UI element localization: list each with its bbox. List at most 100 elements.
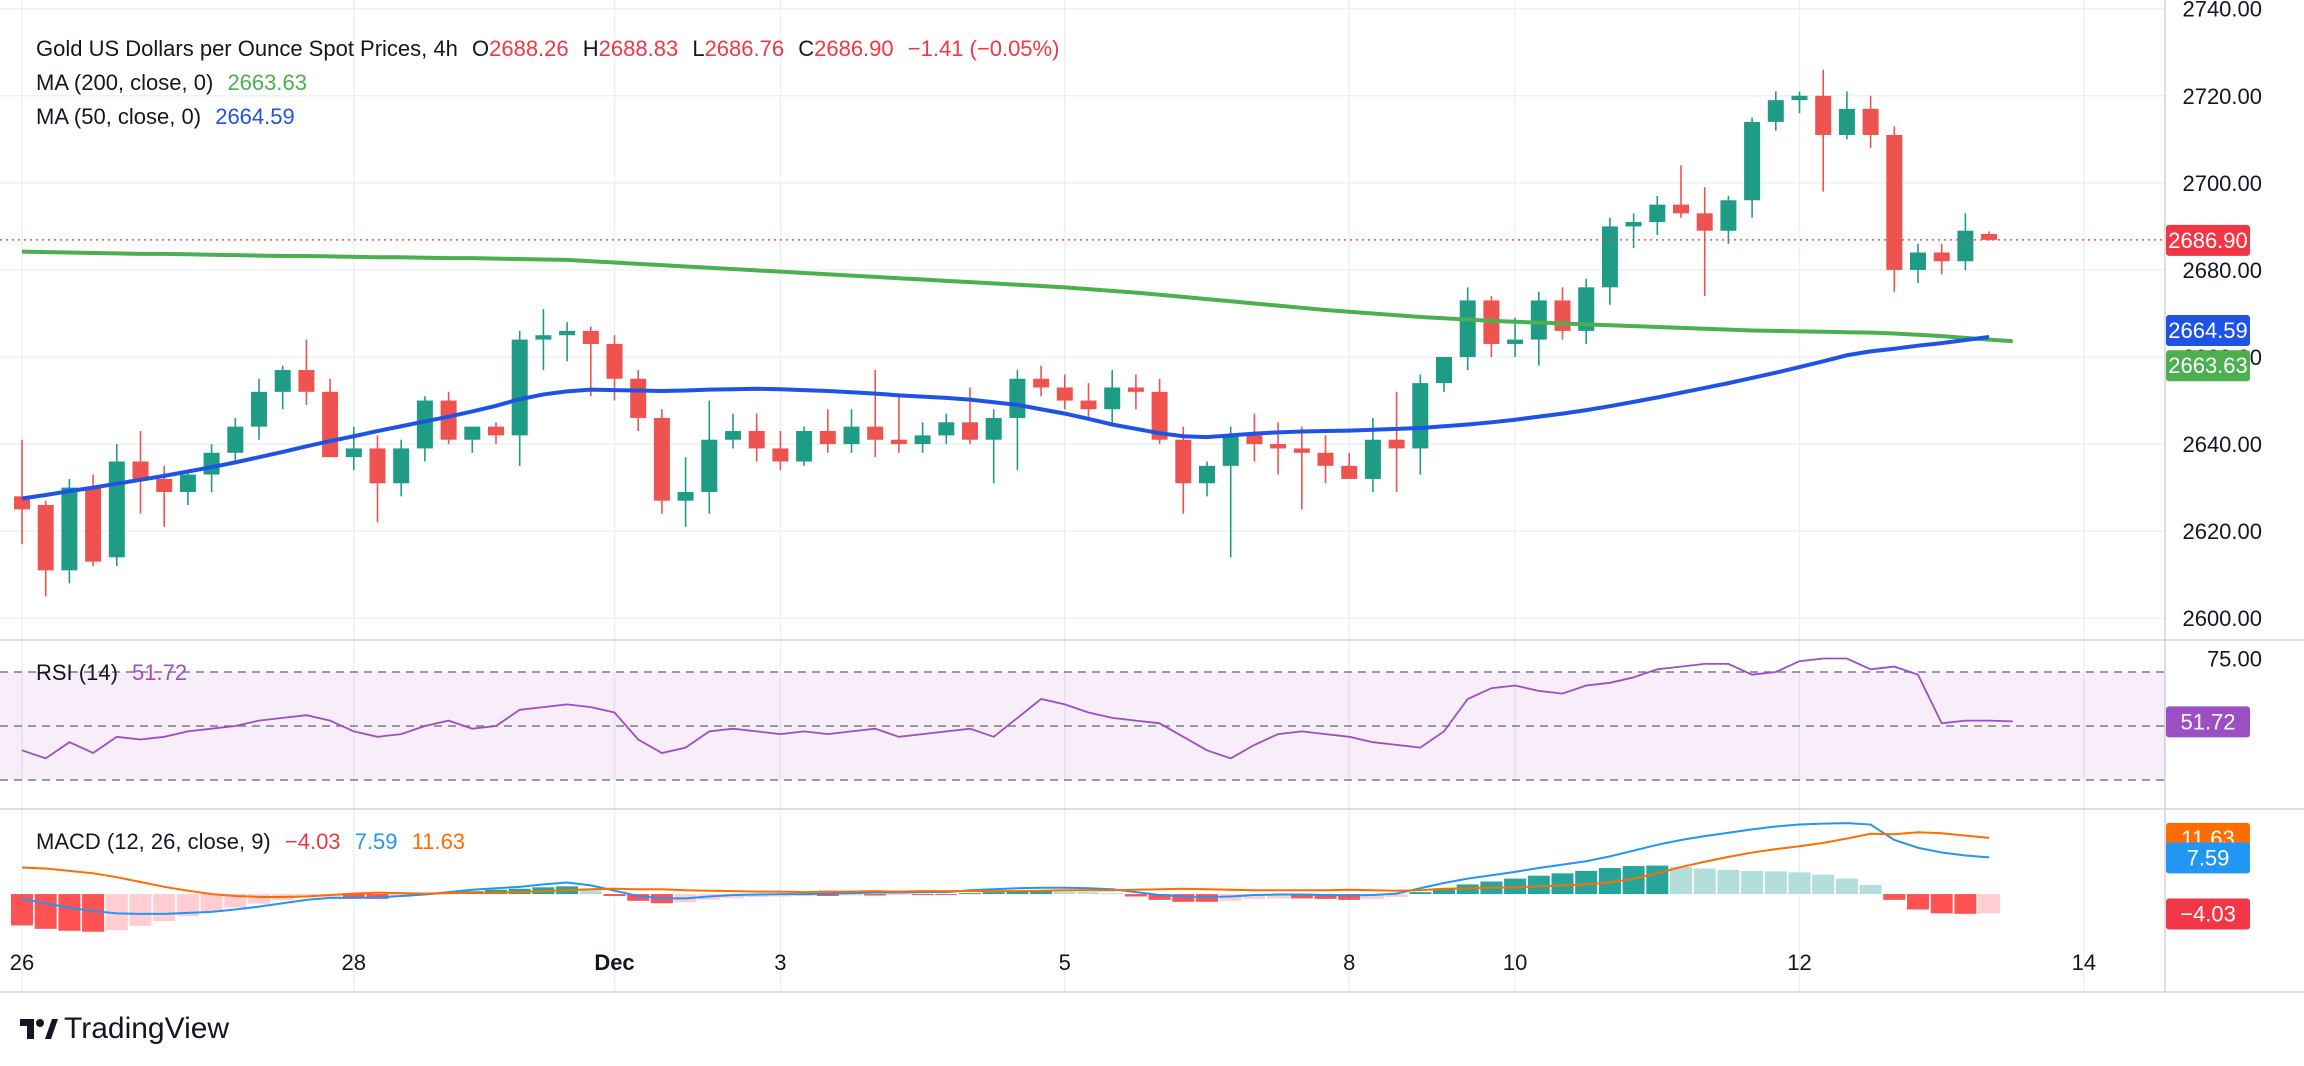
macd-histogram-bar [1385, 894, 1408, 897]
candle-body [1696, 213, 1713, 231]
time-tick-label: 3 [774, 950, 786, 975]
price-tag [2166, 315, 2250, 347]
candle-body [1507, 339, 1524, 344]
candle-body [1554, 300, 1571, 331]
candle-body [488, 426, 504, 436]
rsi-line [21, 657, 2013, 760]
time-tick-label: 12 [1787, 950, 1811, 975]
low-value: 2686.76 [704, 36, 785, 61]
macd-histogram-bar [1006, 891, 1029, 895]
candle-body [1459, 300, 1476, 358]
candle-body [179, 474, 196, 492]
brand-name: TradingView [64, 1012, 230, 1045]
candle-body [1412, 383, 1429, 449]
macd-histogram-bar [1361, 894, 1384, 899]
candle-body [393, 448, 410, 484]
macd-legend[interactable]: MACD (12, 26, close, 9) −4.03 7.59 11.63 [36, 829, 473, 855]
macd-histogram-bar [1267, 894, 1290, 899]
price-tick-label: 2680.00 [2182, 258, 2262, 283]
macd-tag-label: 7.59 [2187, 845, 2230, 870]
candle-body [1933, 252, 1950, 262]
candle-body [322, 391, 339, 458]
macd-histogram-bar [579, 890, 602, 895]
candle-body [1767, 100, 1784, 122]
candle-body [1222, 435, 1239, 466]
change-value: −1.41 (−0.05%) [907, 36, 1060, 61]
candle-body [85, 487, 102, 562]
candle-body [227, 426, 244, 453]
macd-histogram-bar [1243, 894, 1266, 899]
macd-histogram-bar [224, 894, 247, 908]
candle-body [653, 417, 670, 501]
candle-body [748, 431, 765, 449]
symbol-title[interactable]: Gold US Dollars per Ounce Spot Prices, 4… [36, 36, 458, 61]
ma200-line [21, 249, 2013, 344]
time-tick-label: 28 [342, 950, 366, 975]
macd-label: MACD (12, 26, close, 9) [36, 829, 271, 854]
macd-histogram-bar [864, 894, 887, 896]
price-tick-label: 2600.00 [2182, 606, 2262, 631]
candle-body [772, 448, 789, 462]
macd-histogram-bar [982, 892, 1005, 895]
macd-histogram-bar [11, 894, 33, 926]
macd-histogram-bar [1930, 894, 1953, 914]
candle-body [1151, 391, 1168, 440]
series [0, 69, 2165, 932]
macd-histogram-bar [1077, 892, 1100, 895]
macd-histogram-bar [1646, 865, 1669, 895]
rsi-legend[interactable]: RSI (14) 51.72 [36, 660, 195, 686]
candle-body [796, 431, 813, 462]
candle-body [535, 335, 552, 340]
macd-histogram-bar [176, 894, 199, 917]
rsi-tag-label: 51.72 [2180, 709, 2235, 734]
time-tick-label: 5 [1059, 950, 1071, 975]
close-value: 2686.90 [814, 36, 894, 61]
macd-histogram-bar [342, 894, 365, 899]
candle-body [1838, 108, 1855, 135]
candle-body [345, 448, 362, 458]
macd-histogram-bar [1290, 894, 1313, 899]
candle-body [511, 339, 528, 436]
ma200-value: 2663.63 [227, 70, 307, 95]
price-tag-label: 2686.90 [2168, 228, 2248, 253]
candle-body [1981, 233, 1998, 240]
candle-body [274, 370, 291, 392]
candle-body [1388, 439, 1405, 449]
rsi-value: 51.72 [132, 660, 188, 685]
candle-body [1246, 435, 1263, 445]
price-tick-label: 2700.00 [2182, 171, 2262, 196]
signal-line [21, 831, 1990, 898]
candle-body [1056, 387, 1073, 401]
candle-body [132, 461, 149, 479]
macd-histogram-bar [1433, 888, 1455, 895]
price-tick-label: 2720.00 [2182, 84, 2262, 109]
candle-body [1957, 230, 1974, 262]
candle-body [1720, 200, 1737, 231]
open-label: O [471, 36, 490, 61]
ma50-legend[interactable]: MA (50, close, 0) 2664.59 [36, 104, 303, 130]
candle-body [1127, 387, 1144, 392]
macd-histogram-bar [959, 893, 981, 895]
signal-value: 11.63 [411, 829, 466, 854]
candle-body [1815, 95, 1832, 135]
macd-histogram-bar [1741, 870, 1764, 895]
macd-histogram-bar [34, 894, 57, 929]
candle-body [606, 343, 623, 379]
candle-body [1625, 222, 1642, 227]
candle-body [1341, 465, 1358, 479]
time-tick-label: Dec [594, 950, 634, 975]
candle-body [630, 378, 647, 418]
ma200-legend[interactable]: MA (200, close, 0) 2663.63 [36, 70, 315, 96]
macd-histogram-bar [1338, 894, 1361, 900]
tradingview-logo[interactable]: TradingView [18, 1012, 229, 1046]
candle-body [1175, 439, 1192, 484]
macd-histogram-bar [840, 894, 863, 896]
candle-body [914, 435, 931, 445]
ma50-value: 2664.59 [215, 104, 295, 129]
macd-histogram-bar [1859, 884, 1882, 895]
candle-body [1578, 287, 1595, 331]
candle-body [559, 330, 576, 336]
axes: 2740.002720.002700.002680.002660.002640.… [10, 0, 2262, 975]
macd-histogram-bar [887, 894, 910, 896]
